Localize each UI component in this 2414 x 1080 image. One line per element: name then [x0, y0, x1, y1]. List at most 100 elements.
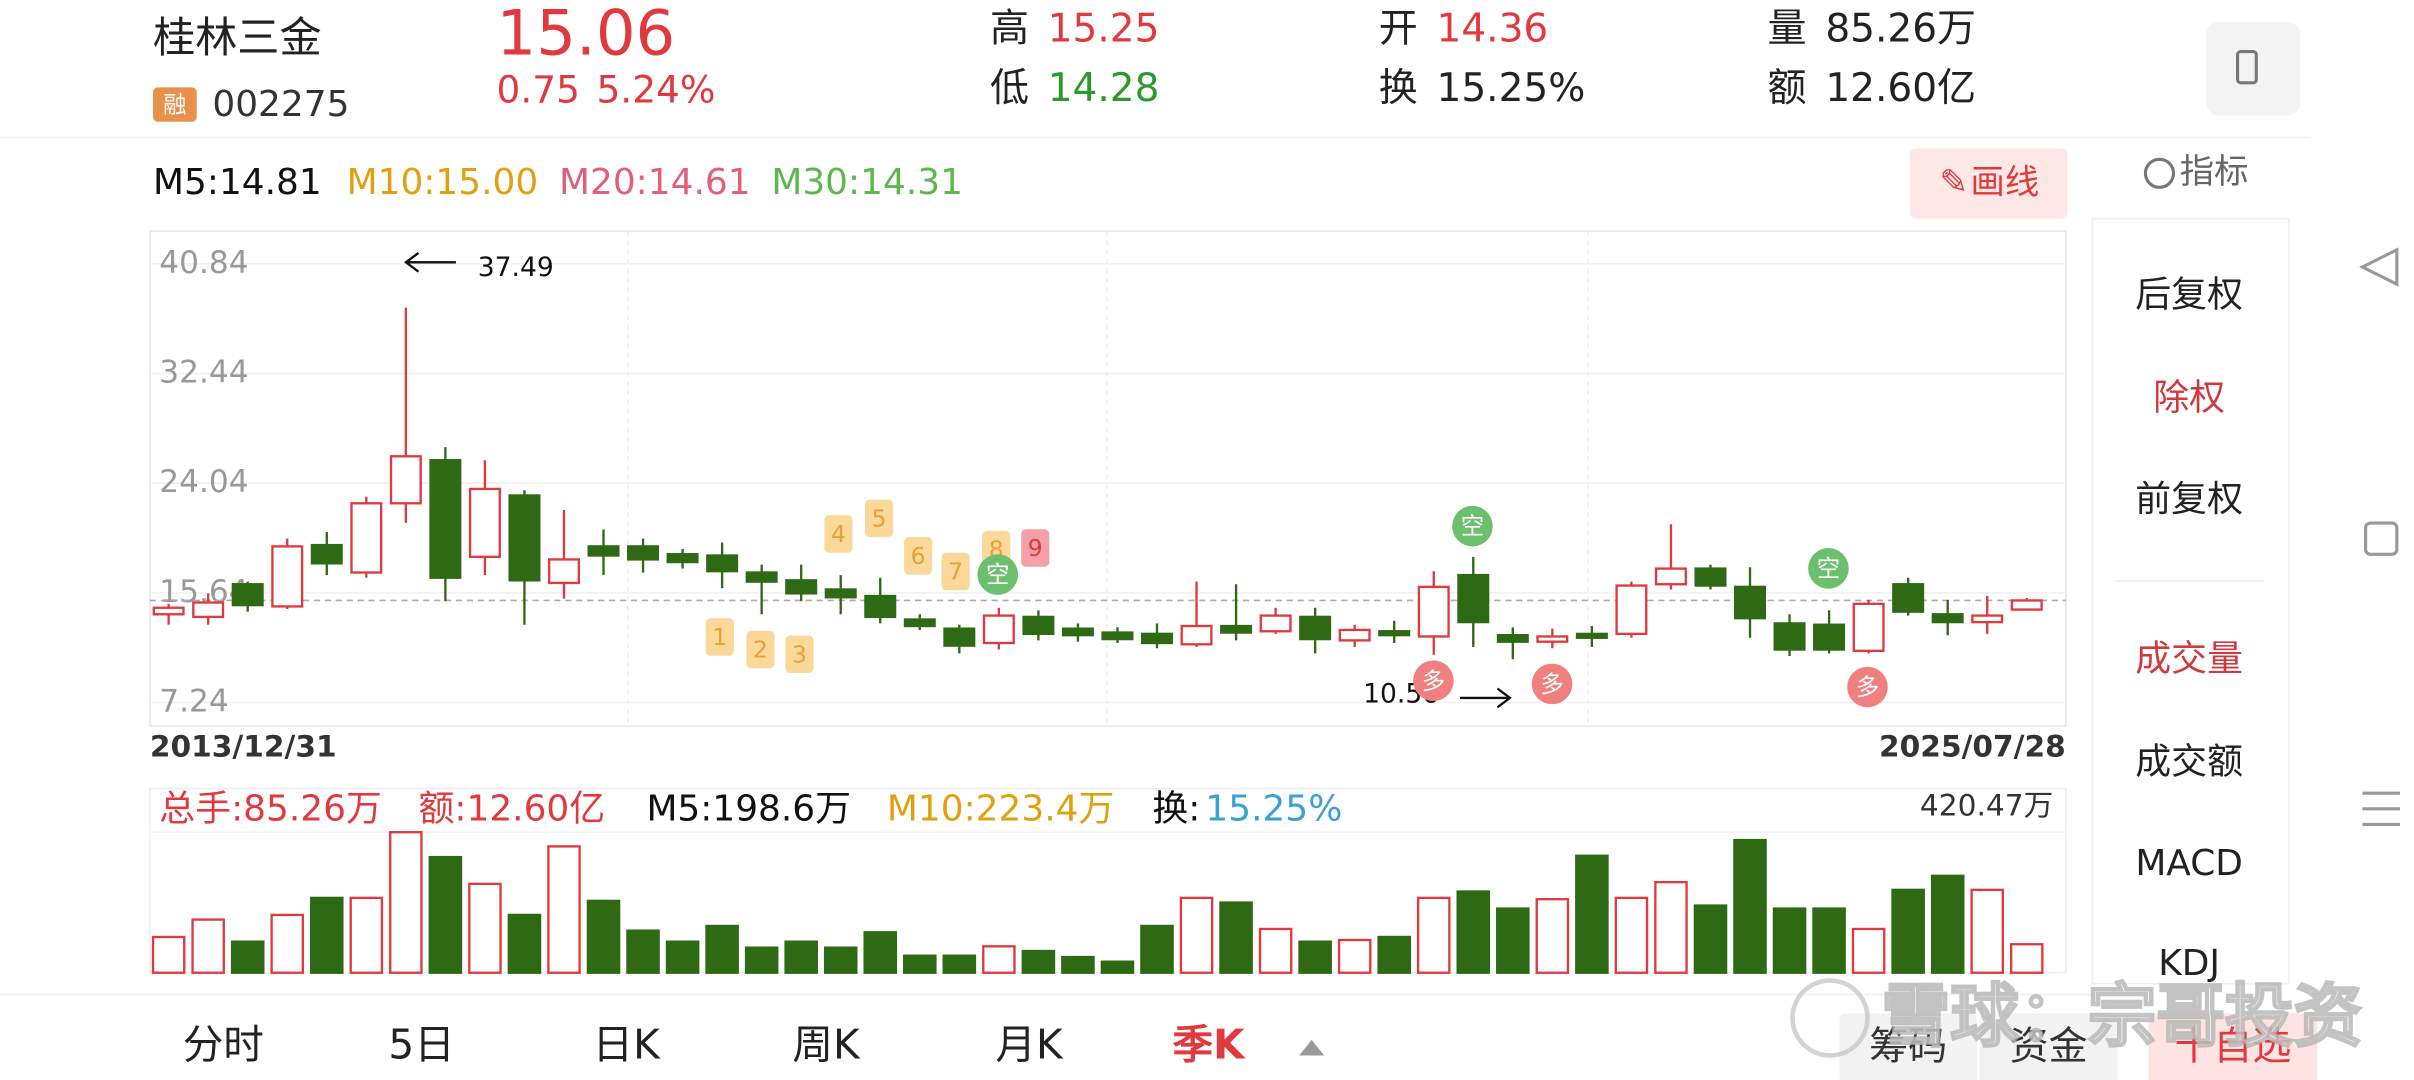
volume-bar [1377, 935, 1411, 974]
indicator-button[interactable]: 指标 [2180, 152, 2249, 192]
tab-arrow[interactable] [1299, 1039, 1325, 1056]
draw-button-bg[interactable] [1909, 148, 2068, 219]
volume-legend: 15.25% [1205, 788, 1342, 829]
volume-bar [784, 940, 818, 974]
signal-bg [1847, 666, 1888, 708]
candle-body [152, 606, 185, 616]
candle-body [1615, 584, 1648, 636]
candle-body [192, 601, 225, 619]
signal-bg [941, 552, 970, 591]
signal: 多 [1540, 670, 1563, 698]
stat-label: 换 [1379, 66, 1418, 111]
volume-legend: 额:12.60亿 [418, 788, 605, 829]
stat-label: 开 [1379, 7, 1418, 52]
stat-value: 12.60亿 [1825, 66, 1976, 111]
bottom-button[interactable]: 筹码 [1869, 1025, 1947, 1070]
volume-bar [1772, 907, 1807, 974]
volume-bar [1456, 890, 1491, 974]
tag-bg [153, 87, 197, 122]
volume-bar [468, 882, 502, 974]
side-menu-item[interactable]: 成交量 [2135, 638, 2243, 679]
tab[interactable]: 日K [593, 1021, 662, 1069]
candle-body [1971, 614, 2004, 624]
signal: 6 [911, 542, 926, 570]
candle-body [1338, 628, 1371, 642]
bottom-button-bg[interactable] [1839, 1013, 1977, 1080]
side-menu-item[interactable]: KDJ [2158, 943, 2220, 984]
tab[interactable]: 分时 [183, 1021, 264, 1069]
stock-code: 002275 [212, 84, 349, 125]
side-menu-item[interactable]: 前复权 [2135, 479, 2243, 520]
tab[interactable]: 5日 [388, 1021, 454, 1069]
side-menu-item[interactable]: 成交额 [2135, 742, 2243, 783]
tab[interactable]: 季K [1173, 1021, 1247, 1069]
candle-body [310, 543, 343, 565]
change: 0.75 [497, 68, 580, 112]
watermark-logo [1790, 978, 1870, 1058]
x-tick-label: 2013/12/31 [150, 728, 337, 763]
candle-body [350, 502, 383, 574]
candle-body [1220, 624, 1253, 634]
tab[interactable]: 月K [995, 1021, 1064, 1069]
candle-body [864, 594, 897, 619]
volume-legend: M10:223.4万 [887, 788, 1114, 829]
volume-bar [1179, 896, 1214, 974]
y-tick-label: 7.24 [159, 684, 229, 720]
volume-bar [1812, 907, 1846, 974]
volume-bar [1535, 898, 1570, 974]
volume-bar [1061, 955, 1095, 974]
signal: 空 [1461, 512, 1484, 540]
candle-body [1140, 632, 1174, 645]
stat-value: 15.25 [1048, 7, 1160, 52]
candle-body [1180, 624, 1213, 646]
candle-body [2010, 599, 2043, 611]
volume-bar [349, 896, 384, 974]
volume-bar [586, 899, 621, 974]
volume-bar [230, 940, 265, 974]
x-tick-label: 2025/07/28 [1879, 728, 2066, 763]
candle-body [666, 553, 699, 564]
stat-value: 14.28 [1048, 66, 1160, 111]
candle-body [1101, 631, 1134, 641]
volume-bar [1298, 940, 1332, 974]
candle-body [982, 614, 1015, 645]
vertical-grid [626, 231, 1589, 727]
signal-bg [1413, 660, 1454, 702]
candle-body [706, 554, 739, 573]
draw-button[interactable]: 画线 [1971, 163, 2040, 203]
volume-bar [665, 940, 700, 974]
watermark: 雪球：宗哥投资 [1882, 977, 2363, 1057]
nav-menu[interactable] [2362, 791, 2400, 826]
candle-body [903, 618, 936, 628]
bottom-button[interactable]: 资金 [2010, 1025, 2088, 1070]
stock-name: 桂林三金 [153, 13, 322, 62]
bottom-button-bg[interactable] [2148, 1013, 2318, 1080]
candle-body [231, 583, 264, 607]
signal-bg [1808, 548, 1849, 589]
volume-bar [309, 896, 344, 974]
y-tick-label: 40.84 [159, 245, 248, 281]
tab[interactable]: 周K [792, 1021, 861, 1069]
candle-body [1852, 602, 1885, 653]
annotation: 37.49 [478, 252, 554, 283]
bottom-button-bg[interactable] [1979, 1013, 2118, 1080]
bottom-button[interactable]: 十自选 [2174, 1025, 2291, 1070]
signal-bg [1531, 663, 1573, 705]
side-menu-item[interactable]: 除权 [2153, 378, 2225, 419]
candle-body [271, 545, 304, 608]
device-button[interactable] [2206, 21, 2301, 116]
side-menu-item[interactable]: MACD [2135, 843, 2243, 884]
nav-home[interactable] [2364, 521, 2399, 556]
y-tick-label: 24.04 [159, 464, 248, 500]
candle-body [547, 558, 580, 585]
candle-body [1417, 585, 1450, 638]
side-menu-item[interactable]: 后复权 [2135, 275, 2243, 316]
volume-bar [942, 954, 977, 974]
volume-bar [1258, 927, 1293, 974]
nav-back[interactable] [2358, 247, 2399, 287]
volume-bar [2009, 943, 2044, 974]
candle-body [745, 571, 778, 583]
stat-label: 额 [1768, 66, 1807, 111]
